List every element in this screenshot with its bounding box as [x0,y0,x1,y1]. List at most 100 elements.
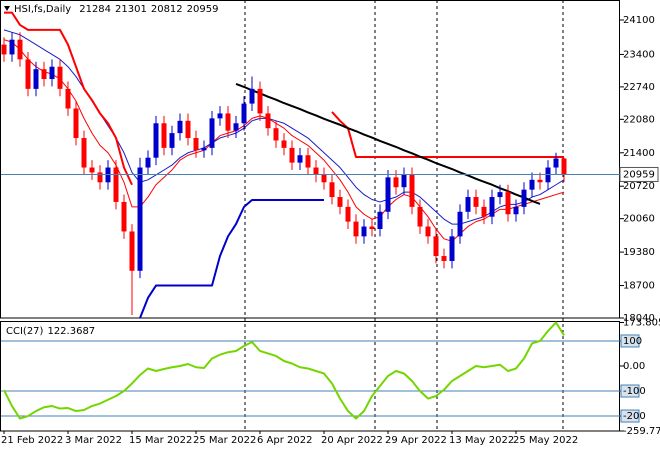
candle-body [217,113,223,119]
overlay-line [4,11,564,186]
y-tick-label: 20060 [623,214,655,225]
candle-body [121,201,127,232]
candle-body [513,206,519,215]
candle-body [49,66,55,80]
y-tick-label: 100 [623,336,642,347]
candle-body [65,88,71,109]
candle-body [233,123,239,131]
candle-body [369,226,375,229]
candle-body [281,140,287,148]
candle-body [505,192,511,215]
candle-body [441,256,447,261]
candle-body [289,147,295,163]
candle-body [241,103,247,124]
candle-body [321,174,327,183]
candle-body [417,206,423,227]
candle-body [153,123,159,158]
candle-body [385,177,391,212]
candle-body [9,39,15,55]
y-tick-label: 19380 [623,247,655,258]
candle-body [161,123,167,148]
y-tick-label: 24100 [623,15,655,26]
candle-body [497,192,503,198]
candle-body [393,177,399,188]
level-label-box [620,334,640,348]
x-tick-label: 3 Mar 2022 [65,435,122,446]
candle-body [33,69,39,89]
candle-body [337,197,343,207]
cci-name: CCI(27) [6,326,44,337]
candle-body [425,226,431,237]
chart-title: HSI,fs,Daily 21284 21301 20812 20959 [14,4,218,15]
price-label-box [619,166,659,182]
candle-body [201,147,207,151]
candle-body [209,118,215,148]
price-panel-frame [0,0,620,319]
candle-body [473,197,479,207]
y-tick-label: 22740 [623,82,655,93]
candle-body [17,39,23,60]
candle-body [409,174,415,207]
candle-body [465,197,471,212]
candle-body [225,113,231,131]
candle-body [257,88,263,114]
candle-body [361,226,367,237]
candle-body [353,221,359,237]
close: 20959 [187,4,219,15]
x-tick-label: 25 May 2022 [513,435,578,446]
x-tick-label: 25 Mar 2022 [193,435,256,446]
candle-body [169,133,175,148]
candle-body [193,138,199,151]
candle-body [297,155,303,163]
candle-body [265,113,271,129]
candle-body [113,167,119,202]
candle-body [57,66,63,89]
candle-body [345,206,351,222]
candle-body [97,172,103,183]
y-tick-label: -200 [623,411,646,422]
candle-body [489,197,495,217]
candle-body [553,158,559,168]
candle-body [137,167,143,271]
candle-body [73,108,79,139]
candle-body [305,155,311,168]
y-tick-label: 22080 [623,114,655,125]
overlay-line [3,39,565,242]
x-tick-label: 21 Feb 2022 [1,435,63,446]
y-tick-label: 0.00 [623,361,645,372]
symbol: HSI,fs,Daily [14,4,71,15]
candle-body [129,231,135,271]
candle-body [561,158,567,175]
candle-body [521,189,527,207]
overlay-line [235,83,541,205]
high: 21301 [115,4,147,15]
price-label: 20959 [623,169,655,180]
candle-body [457,211,463,237]
cci-panel-frame [0,321,620,432]
y-tick-label: 173.8057 [623,318,660,329]
cci-title: CCI(27) 122.3687 [6,326,95,337]
cci-line [3,321,565,420]
x-tick-label: 29 Apr 2022 [385,435,447,446]
x-tick-label: 20 Apr 2022 [321,435,383,446]
candle-body [273,128,279,141]
cci-value: 122.3687 [47,326,95,337]
candle-body [1,44,7,55]
candle-body [401,174,407,188]
x-tick-label: 15 Mar 2022 [129,435,192,446]
candle-body [41,69,47,80]
candle-body [433,236,439,257]
open: 21284 [79,4,111,15]
y-tick-label: 21400 [623,148,655,159]
y-tick-label: -100 [623,386,646,397]
candle-body [313,167,319,175]
candle-body [377,211,383,229]
x-tick-label: 6 Apr 2022 [257,435,312,446]
candle-body [185,120,191,139]
candle-body [329,182,335,198]
candle-body [145,157,151,168]
candle-body [537,179,543,183]
y-tick-label: 20720 [623,181,655,192]
